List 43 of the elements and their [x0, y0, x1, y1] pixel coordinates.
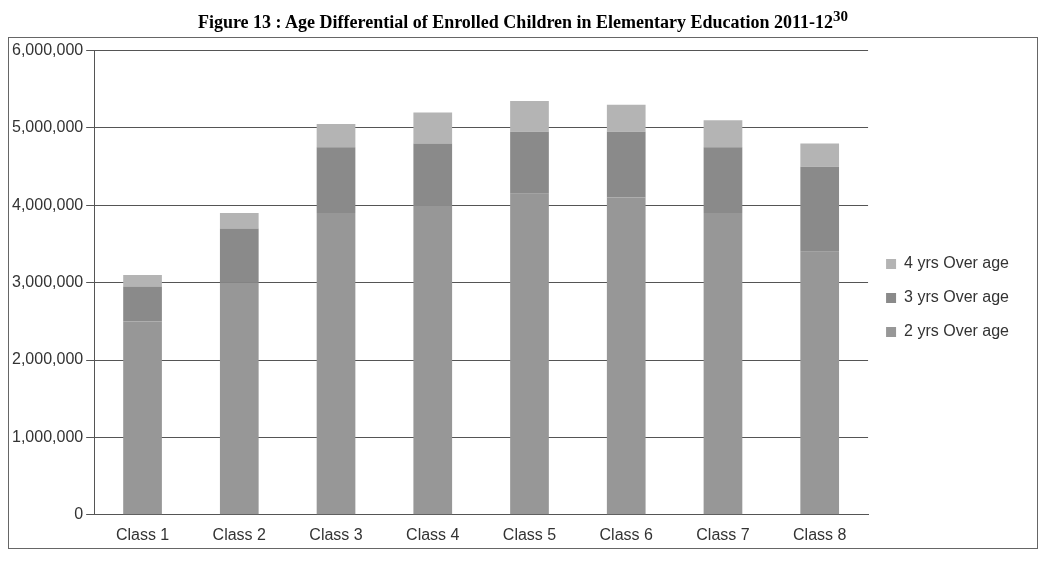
x-tick-label: Class 8 — [793, 525, 847, 543]
bar — [703, 120, 743, 148]
bar — [510, 193, 549, 515]
x-tick-label: Class 6 — [599, 525, 653, 543]
bar — [219, 213, 259, 229]
bar — [123, 274, 162, 287]
legend-label: 4 yrs Over age — [904, 254, 1010, 272]
bar — [606, 197, 646, 515]
bar — [510, 100, 549, 132]
y-tick-label: 2,000,000 — [11, 350, 84, 368]
x-tick-label: Class 1 — [115, 525, 170, 543]
bar — [316, 213, 356, 515]
bar — [703, 213, 743, 515]
bar — [219, 282, 259, 515]
x-tick-label: Class 3 — [309, 525, 363, 543]
bar — [123, 321, 162, 515]
x-tick-label: Class 2 — [212, 525, 267, 543]
y-tick-label: 4,000,000 — [11, 195, 84, 213]
legend-label: 3 yrs Over age — [904, 288, 1010, 306]
bar — [219, 228, 259, 283]
y-tick-label: 3,000,000 — [11, 273, 84, 291]
bar — [413, 143, 453, 206]
y-tick-label: 6,000,000 — [11, 41, 84, 59]
bar — [606, 104, 646, 132]
bar — [316, 147, 356, 214]
bar — [413, 112, 453, 144]
bar — [123, 286, 162, 322]
x-tick-label: Class 4 — [406, 525, 460, 543]
bar — [800, 251, 840, 515]
bar — [316, 124, 356, 148]
bar — [606, 131, 646, 198]
y-tick-label: 1,000,000 — [11, 427, 84, 445]
legend-label: 2 yrs Over age — [904, 322, 1010, 340]
x-tick-label: Class 5 — [502, 525, 557, 543]
bar — [703, 147, 743, 214]
bar — [800, 166, 840, 252]
x-tick-label: Class 7 — [696, 525, 750, 543]
bar — [413, 205, 453, 515]
y-tick-label: 0 — [74, 505, 84, 523]
y-tick-label: 5,000,000 — [11, 118, 84, 136]
bar — [510, 131, 549, 194]
chart-title: Figure 13 : Age Differential of Enrolled Children in Elementary Education 2011-12$^{30}$ — [196, 8, 850, 33]
bar — [800, 143, 840, 167]
